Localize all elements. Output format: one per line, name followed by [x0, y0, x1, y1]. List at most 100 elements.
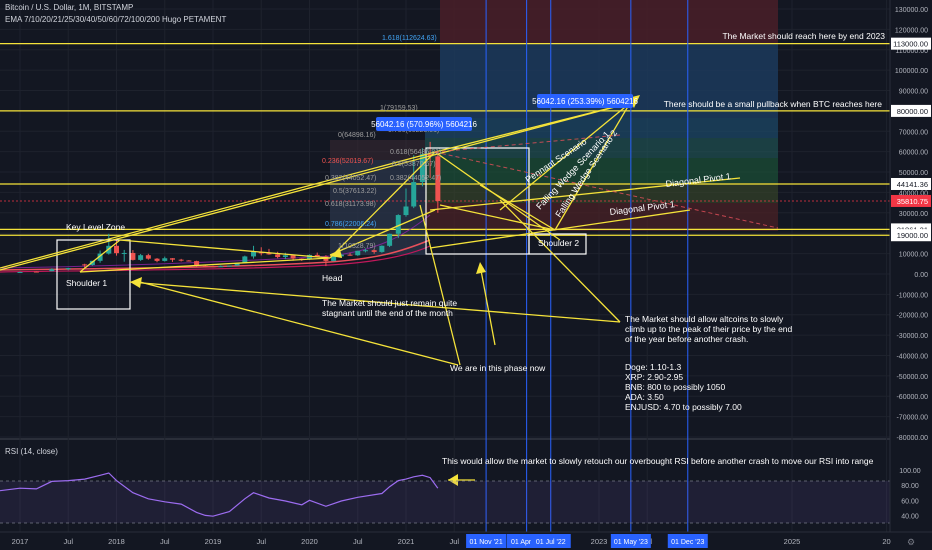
candle-body-14	[138, 255, 144, 260]
trend-lines[interactable]	[0, 102, 741, 366]
candle-36[interactable]	[314, 252, 320, 257]
candle-19[interactable]	[178, 258, 184, 262]
annotation-reach-2023: The Market should reach here by end 2023	[722, 31, 885, 41]
arrow-stagnant	[329, 209, 436, 256]
date-badge-0: 01 Nov '21	[466, 534, 507, 548]
candle-45[interactable]	[387, 233, 393, 248]
rsi-indicator[interactable]	[0, 472, 890, 524]
target-bnb: BNB: 800 to possibly 1050	[625, 382, 725, 392]
fib-labels: 1.618(112624.63) 1(79159.53) 0(64898.16) 0.…	[322, 35, 441, 250]
fib-label-7: 0.382(44052.47)	[325, 175, 376, 182]
measure-label-2: 56042.16 (253.39%) 5604216	[532, 97, 638, 106]
annotation-head: Head	[322, 273, 343, 283]
candle-30[interactable]	[266, 248, 272, 255]
candle-23[interactable]	[210, 265, 216, 268]
candle-body-18	[169, 258, 175, 260]
annotation-key-level-zone: Key Level Zone	[66, 222, 125, 232]
candle-14[interactable]	[138, 253, 144, 261]
pattern-boxes	[56, 147, 587, 310]
head-rise	[329, 151, 436, 259]
candle-13[interactable]	[130, 250, 136, 261]
candle-27[interactable]	[242, 255, 248, 264]
falling-wedge-line	[554, 102, 631, 231]
candle-17[interactable]	[162, 256, 168, 262]
annotation-phase: We are in this phase now	[450, 363, 546, 373]
candle-body-6	[65, 268, 71, 270]
candle-18[interactable]	[169, 258, 175, 262]
price-tick-20: -70000.00	[896, 415, 928, 422]
candle-5[interactable]	[49, 268, 55, 272]
candle-20[interactable]	[186, 260, 192, 262]
price-tick-13: 0.00	[914, 272, 928, 279]
fib-extension-zone	[330, 0, 778, 255]
candle-12[interactable]	[121, 249, 127, 262]
price-tick-17: -40000.00	[896, 353, 928, 360]
date-lines[interactable]	[485, 0, 689, 532]
candle-body-21	[194, 261, 200, 266]
candle-44[interactable]	[379, 245, 385, 253]
candle-42[interactable]	[362, 248, 368, 253]
annotation-altcoins-3: of the year before another crash.	[625, 334, 748, 344]
price-tick-18: -50000.00	[896, 374, 928, 381]
candle-body-35	[307, 254, 312, 260]
rsi-tick-3: 40.00	[901, 513, 919, 520]
candle-47[interactable]	[403, 188, 409, 217]
candle-28[interactable]	[251, 245, 257, 259]
rsi-tick-1: 80.00	[901, 483, 919, 490]
candle-6[interactable]	[65, 267, 71, 271]
trendline-mid-up	[0, 151, 436, 269]
price-badge-bg-2	[891, 177, 931, 190]
candle-16[interactable]	[154, 258, 160, 263]
price-tick-6: 70000.00	[899, 129, 928, 136]
candle-48[interactable]	[411, 155, 417, 209]
candle-body-31	[275, 254, 281, 258]
candle-31[interactable]	[275, 251, 281, 259]
candle-4[interactable]	[33, 271, 39, 273]
annotation-rsi-note: This would allow the market to slowly re…	[442, 456, 874, 466]
fib-label-9: 0.5(37613.22)	[333, 188, 377, 195]
time-tick-3: Jul	[160, 537, 170, 546]
axis-settings-icon[interactable]: ⚙	[907, 537, 915, 547]
candle-body-51	[435, 156, 441, 201]
date-badge-label-2: 01 Jul '22	[536, 539, 566, 546]
candle-body-44	[379, 245, 385, 252]
trendline-long-up	[0, 102, 631, 271]
rsi-band	[0, 481, 890, 523]
price-axis[interactable]	[890, 0, 932, 550]
candle-49[interactable]	[419, 148, 425, 187]
annotation-stagnant-2: stagnant until the end of the month	[322, 308, 453, 318]
candle-24[interactable]	[218, 265, 224, 268]
fib-label-11: 0.786(22006.24)	[325, 221, 376, 228]
candle-51[interactable]	[435, 152, 441, 213]
price-badge-bg-1	[891, 104, 931, 117]
date-badge-bg-2	[530, 534, 571, 548]
candle-15[interactable]	[145, 253, 151, 260]
candle-body-36	[314, 254, 320, 257]
price-tick-0: 130000.00	[895, 7, 928, 14]
fib-label-12: 1(10328.79)	[338, 243, 376, 250]
target-ada: ADA: 3.50	[625, 392, 664, 402]
horizontal-levels[interactable]	[0, 43, 890, 236]
date-badge-4: 01 Dec '23	[667, 534, 708, 548]
candle-7[interactable]	[82, 263, 88, 269]
candle-body-45	[387, 233, 393, 246]
candle-40[interactable]	[347, 252, 353, 256]
candle-43[interactable]	[371, 249, 377, 254]
price-tick-3: 100000.00	[895, 68, 928, 75]
candle-3[interactable]	[17, 271, 23, 273]
candle-body-47	[403, 206, 409, 216]
candle-body-30	[266, 253, 272, 255]
candle-41[interactable]	[355, 250, 361, 256]
candle-11[interactable]	[114, 238, 119, 256]
measure-callouts: 56042.16 (570.96%) 5604216 56042.16 (253…	[371, 94, 638, 131]
rsi-pane[interactable]	[0, 440, 890, 532]
candle-25[interactable]	[226, 265, 232, 267]
candle-body-48	[411, 182, 417, 207]
date-badge-label-0: 01 Nov '21	[469, 539, 502, 546]
time-tick-1: Jul	[63, 537, 73, 546]
candle-body-38	[331, 256, 337, 261]
rsi-axis-labels: 100.00 80.00 60.00 40.00	[899, 468, 921, 520]
indicator-title: EMA 7/10/20/21/25/30/40/50/60/72/100/200…	[5, 15, 226, 24]
